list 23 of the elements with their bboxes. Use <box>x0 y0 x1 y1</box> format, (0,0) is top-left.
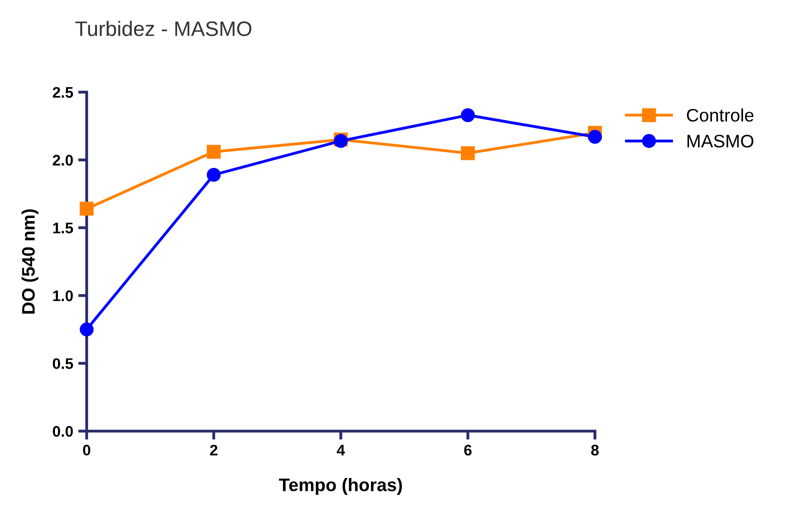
point <box>206 144 221 159</box>
x-tick-label: 4 <box>336 444 345 456</box>
chart-title: Turbidez - MASMO <box>75 20 252 36</box>
x-tick-label: 0 <box>83 444 90 456</box>
legend-label: Controle <box>686 108 754 122</box>
x-tick-label: 8 <box>591 444 599 456</box>
x-tick-label: 6 <box>464 444 472 456</box>
y-tick-label: 1.5 <box>53 222 74 234</box>
y-tick-label: 0.5 <box>52 358 74 370</box>
point <box>460 108 475 122</box>
y-tick-label: 2.0 <box>52 154 73 166</box>
x-tick-label: 2 <box>210 444 218 456</box>
y-tick-label: 0.0 <box>52 426 73 437</box>
legend-label: MASMO <box>688 134 754 148</box>
point <box>206 168 221 182</box>
y-tick-label: 2.5 <box>52 86 74 98</box>
x-axis-title: Tempo (horas) <box>278 478 402 495</box>
point <box>80 322 94 336</box>
point <box>460 146 475 160</box>
y-axis-title: DO (540 nm) <box>22 209 38 314</box>
point <box>80 202 94 216</box>
y-tick-label: 1.0 <box>53 290 73 302</box>
point <box>588 130 602 144</box>
